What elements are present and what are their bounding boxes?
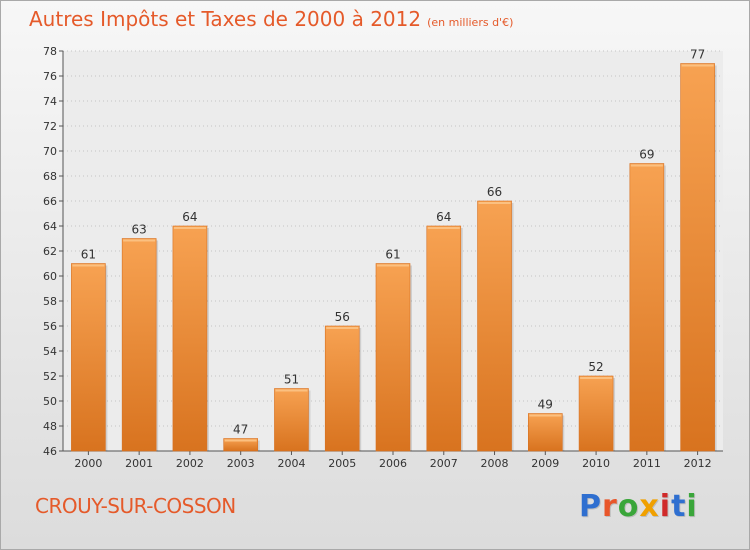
- bar-value-label: 63: [132, 223, 147, 237]
- x-tick-label: 2000: [74, 457, 102, 470]
- bar-value-label: 61: [81, 248, 96, 262]
- bar-value-label: 61: [385, 248, 400, 262]
- bar-value-label: 69: [639, 148, 654, 162]
- x-tick-label: 2005: [328, 457, 356, 470]
- bar-highlight: [580, 377, 613, 379]
- x-tick-label: 2003: [227, 457, 255, 470]
- x-tick-label: 2011: [633, 457, 661, 470]
- y-tick-label: 58: [43, 295, 57, 308]
- y-tick-label: 68: [43, 170, 57, 183]
- label-layer: 61 2000 63 2001 64 2002 47 2003 51 2004 56 2005 61 20…: [74, 48, 711, 471]
- bar-2002: [172, 225, 208, 452]
- chart-unit: (en milliers d'€): [427, 16, 514, 29]
- logo-letter: r: [602, 489, 618, 524]
- bar-2003: [223, 438, 258, 452]
- chart-title: Autres Impôts et Taxes de 2000 à 2012 (en…: [29, 7, 513, 31]
- logo-letter: x: [639, 489, 660, 524]
- bar-2006: [375, 263, 411, 452]
- logo-letter: o: [617, 489, 640, 524]
- bar-2004: [274, 388, 309, 452]
- y-tick-label: 74: [43, 95, 57, 108]
- x-tick-label: 2006: [379, 457, 407, 470]
- bar-highlight: [72, 264, 105, 267]
- bar-value-label: 56: [335, 310, 350, 324]
- y-tick-label: 46: [43, 445, 57, 458]
- y-tick-label: 54: [43, 345, 57, 358]
- bar-2012: [680, 63, 715, 452]
- bar-2005: [324, 325, 360, 452]
- logo-letter: P: [579, 489, 602, 524]
- bar-highlight: [326, 327, 359, 329]
- bar-highlight: [275, 389, 308, 392]
- x-tick-label: 2007: [430, 457, 458, 470]
- y-tick-label: 72: [43, 120, 57, 133]
- y-tick-label: 62: [43, 245, 57, 258]
- logo-letter: t: [671, 489, 687, 524]
- bar-value-label: 77: [690, 48, 705, 62]
- bar-value-label: 47: [233, 423, 248, 437]
- bar-highlight: [681, 64, 714, 67]
- bar-2011: [629, 163, 665, 452]
- bar-highlight: [427, 227, 460, 229]
- y-tick-label: 64: [43, 220, 57, 233]
- bar-highlight: [123, 239, 156, 242]
- bar-value-label: 49: [538, 398, 553, 412]
- bar-highlight: [529, 414, 562, 417]
- bar-2008: [477, 200, 512, 452]
- x-tick-label: 2008: [481, 457, 509, 470]
- x-tick-label: 2001: [125, 457, 153, 470]
- bar-value-label: 51: [284, 373, 299, 387]
- y-tick-label: 66: [43, 195, 57, 208]
- bar-2007: [426, 225, 462, 452]
- y-tick-label: 60: [43, 270, 57, 283]
- commune-name: CROUY-SUR-COSSON: [35, 494, 236, 518]
- bar-highlight: [377, 264, 409, 267]
- bar-2010: [578, 375, 614, 452]
- bar-2009: [528, 413, 563, 452]
- y-tick-label: 56: [43, 320, 57, 333]
- bar-value-label: 52: [588, 360, 603, 374]
- x-tick-label: 2002: [176, 457, 204, 470]
- bar-value-label: 66: [487, 185, 502, 199]
- logo-letter: i: [659, 489, 672, 524]
- bar-highlight: [630, 164, 663, 167]
- y-tick-label: 76: [43, 70, 57, 83]
- bar-value-label: 64: [182, 210, 197, 224]
- logo-letter: i: [686, 489, 698, 524]
- y-tick-label: 70: [43, 145, 57, 158]
- bar-highlight: [478, 202, 511, 204]
- x-tick-label: 2010: [582, 457, 610, 470]
- axis-layer: 46 48 50 52 54 56 58 60 62 64 66 68 70 72 74 76 78: [43, 45, 723, 458]
- y-tick-label: 50: [43, 395, 57, 408]
- bar-2000: [71, 263, 106, 452]
- bar-layer: [71, 63, 717, 452]
- y-tick-label: 52: [43, 370, 57, 383]
- bar-2001: [121, 238, 157, 452]
- bar-highlight: [173, 227, 206, 229]
- x-tick-label: 2012: [684, 457, 712, 470]
- x-tick-label: 2009: [531, 457, 559, 470]
- proxiti-logo: Proxiti: [579, 489, 698, 524]
- y-tick-label: 48: [43, 420, 57, 433]
- bar-value-label: 64: [436, 210, 451, 224]
- bar-highlight: [224, 439, 257, 442]
- chart-title-text: Autres Impôts et Taxes de 2000 à 2012: [29, 7, 422, 31]
- y-tick-label: 78: [43, 45, 57, 58]
- x-tick-label: 2004: [277, 457, 305, 470]
